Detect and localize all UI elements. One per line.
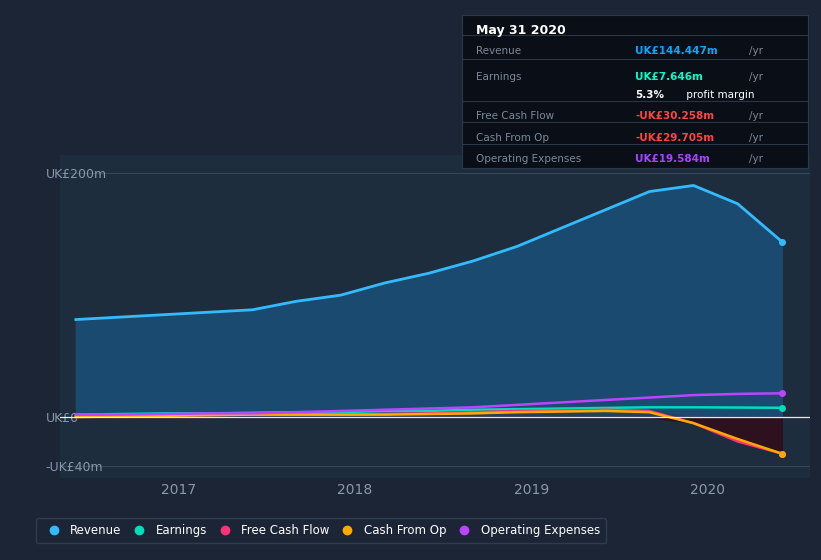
Text: Free Cash Flow: Free Cash Flow <box>476 111 554 122</box>
Text: /yr: /yr <box>750 154 764 164</box>
Text: Revenue: Revenue <box>476 45 521 55</box>
Text: -UK£29.705m: -UK£29.705m <box>635 133 714 143</box>
Text: -UK£30.258m: -UK£30.258m <box>635 111 714 122</box>
Text: UK£19.584m: UK£19.584m <box>635 154 710 164</box>
Text: Cash From Op: Cash From Op <box>476 133 549 143</box>
Text: 5.3%: 5.3% <box>635 90 664 100</box>
Text: /yr: /yr <box>750 72 764 82</box>
Text: Operating Expenses: Operating Expenses <box>476 154 581 164</box>
Text: Earnings: Earnings <box>476 72 521 82</box>
Text: /yr: /yr <box>750 133 764 143</box>
Text: UK£144.447m: UK£144.447m <box>635 45 718 55</box>
Legend: Revenue, Earnings, Free Cash Flow, Cash From Op, Operating Expenses: Revenue, Earnings, Free Cash Flow, Cash … <box>36 519 606 543</box>
Text: /yr: /yr <box>750 45 764 55</box>
Text: /yr: /yr <box>750 111 764 122</box>
Text: UK£7.646m: UK£7.646m <box>635 72 703 82</box>
Text: profit margin: profit margin <box>683 90 755 100</box>
Text: May 31 2020: May 31 2020 <box>476 24 566 37</box>
